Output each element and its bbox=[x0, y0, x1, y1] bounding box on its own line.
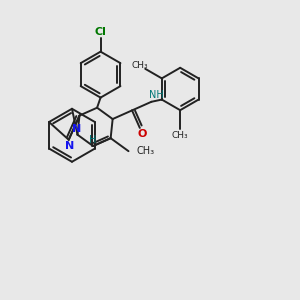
Text: Cl: Cl bbox=[94, 27, 106, 37]
Text: N: N bbox=[72, 124, 82, 134]
Text: N: N bbox=[65, 141, 74, 151]
Text: H: H bbox=[89, 134, 97, 145]
Text: NH: NH bbox=[149, 90, 164, 100]
Text: CH₃: CH₃ bbox=[137, 146, 155, 156]
Text: CH₃: CH₃ bbox=[132, 61, 148, 70]
Text: CH₃: CH₃ bbox=[172, 130, 188, 140]
Text: O: O bbox=[138, 129, 147, 139]
